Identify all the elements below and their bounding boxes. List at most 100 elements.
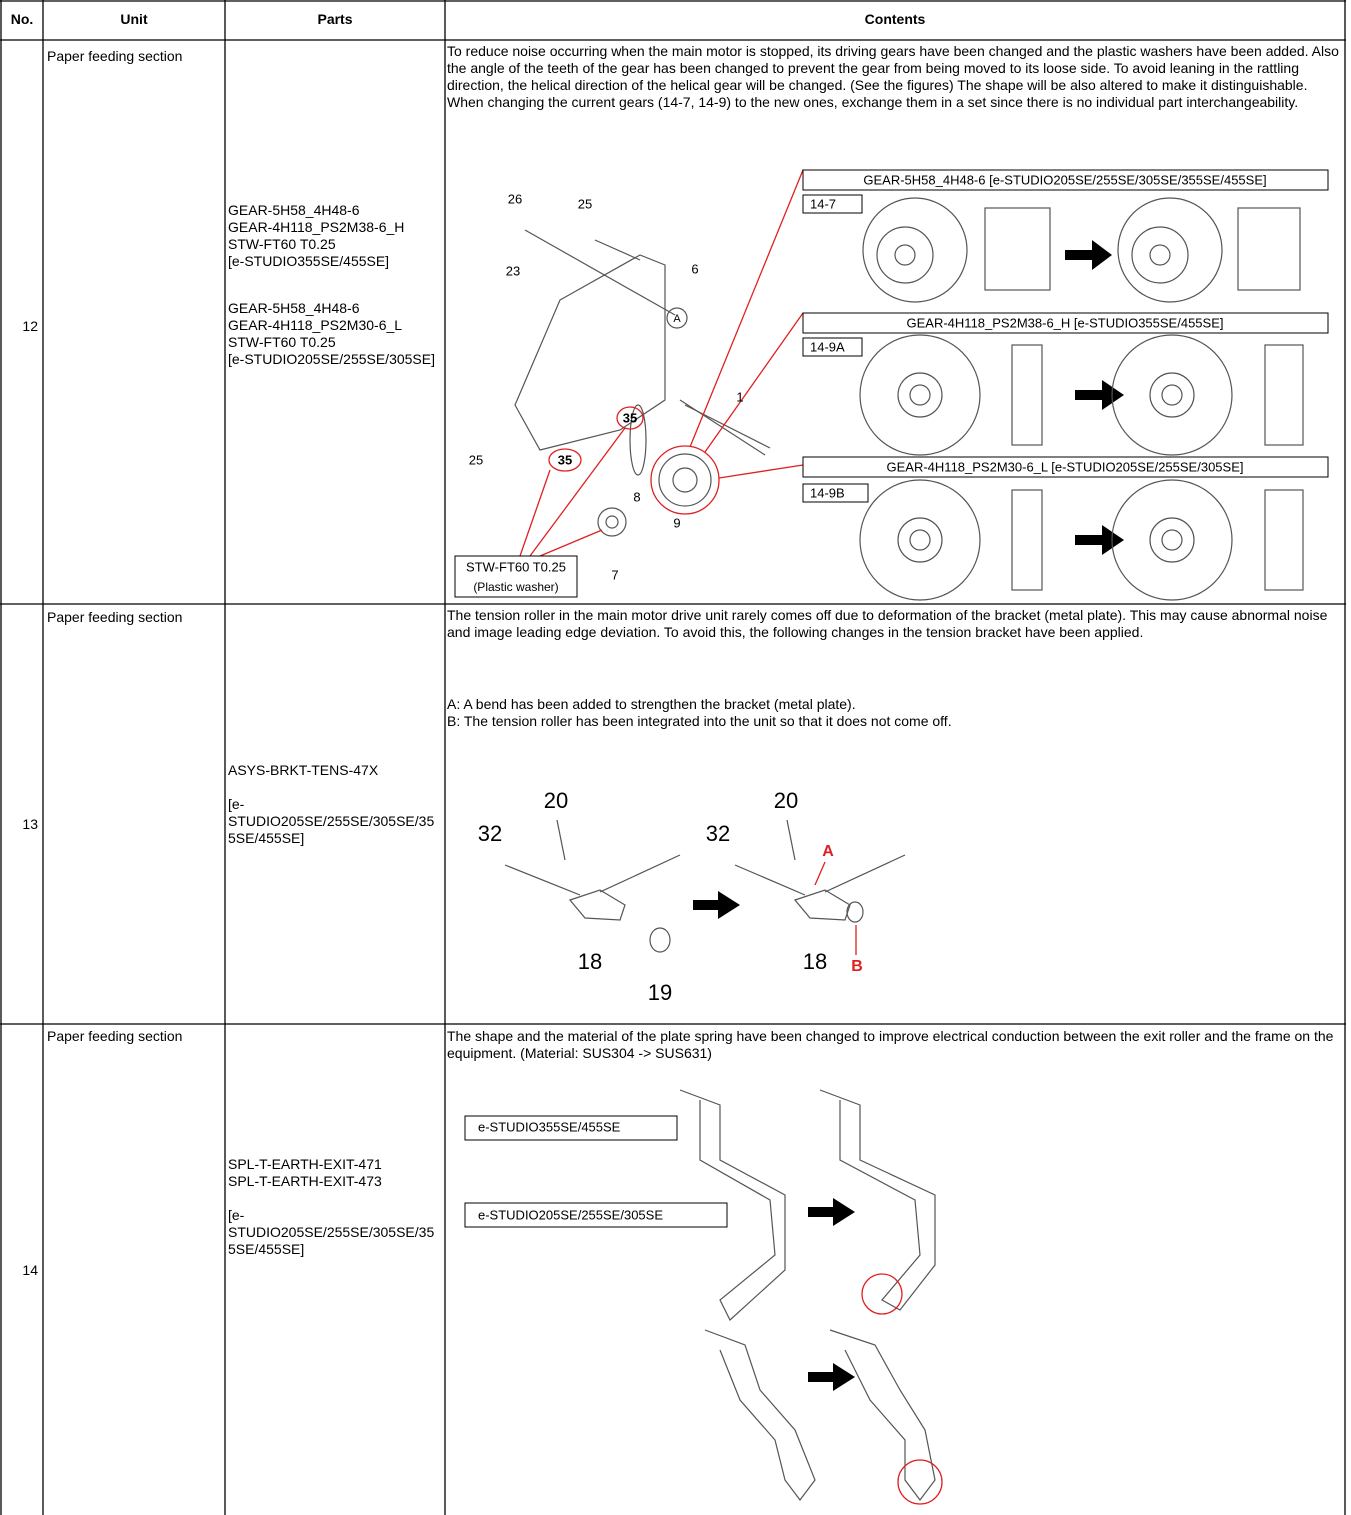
paragraph: The shape and the material of the plate … <box>447 1028 1334 1061</box>
callout-title: GEAR-5H58_4H48-6 [e-STUDIO205SE/255SE/30… <box>863 172 1266 187</box>
gear <box>909 529 931 551</box>
part: STW-FT60 T0.25 <box>228 236 336 252</box>
part-number: 19 <box>648 980 672 1005</box>
gear <box>897 372 943 418</box>
row-number: 13 <box>22 816 38 832</box>
parts: SPL-T-EARTH-EXIT-471 SPL-T-EARTH-EXIT-47… <box>228 1156 442 1258</box>
part: SPL-T-EARTH-EXIT-473 <box>228 1173 382 1189</box>
gear-side <box>1237 207 1301 291</box>
highlight <box>897 1459 943 1505</box>
part: [e-STUDIO355SE/455SE] <box>228 253 390 269</box>
marker-label: A <box>822 843 834 860</box>
header-cell: No. <box>10 11 34 27</box>
part-number: 23 <box>506 263 520 278</box>
gear-side <box>1011 489 1043 591</box>
part: SPL-T-EARTH-EXIT-471 <box>228 1156 382 1172</box>
gear <box>1111 334 1233 456</box>
plate-spring-figure: e-STUDIO205SE/255SE/305SE e-STUDIO355SE/… <box>464 1089 943 1505</box>
parts-group: SPL-T-EARTH-EXIT-471 SPL-T-EARTH-EXIT-47… <box>228 1156 442 1190</box>
marker-circle <box>666 307 688 329</box>
gear-9-hub <box>672 467 698 493</box>
paragraph: When changing the current gears (14-7, 1… <box>447 94 1299 110</box>
gear <box>1161 384 1183 406</box>
gear <box>1161 529 1183 551</box>
spring <box>679 1089 786 1321</box>
leader <box>704 312 804 453</box>
shaft <box>684 404 771 449</box>
gear <box>1111 479 1233 601</box>
highlight <box>650 445 720 515</box>
part: [e-STUDIO205SE/255SE/305SE/355SE/455SE] <box>228 796 435 846</box>
roller <box>846 901 864 923</box>
arrow <box>1075 525 1124 555</box>
part: GEAR-5H58_4H48-6 <box>228 202 360 218</box>
model-box <box>464 1115 678 1141</box>
paragraph: B: The tension roller has been integrate… <box>447 713 952 729</box>
tag-box <box>802 337 863 357</box>
part-number: 7 <box>611 567 618 582</box>
part: [e-STUDIO205SE/255SE/305SE] <box>228 351 435 367</box>
callout-tag: 14-7 <box>810 196 836 211</box>
contents: The tension roller in the main motor dri… <box>447 607 1345 730</box>
parts: ASYS-BRKT-TENS-47X [e-STUDIO205SE/255SE/… <box>228 762 442 847</box>
part-number: 35 <box>623 410 637 425</box>
callout-tag: 14-9B <box>810 485 845 500</box>
gear <box>894 244 916 266</box>
side-plate <box>514 254 666 451</box>
part-number: 18 <box>803 949 827 974</box>
paragraph: To reduce noise occurring when the main … <box>447 43 1339 93</box>
parts: GEAR-5H58_4H48-6 GEAR-4H118_PS2M38-6_H S… <box>228 202 442 368</box>
part: GEAR-4H118_PS2M30-6_L <box>228 317 403 333</box>
model-label: e-STUDIO205SE/255SE/305SE <box>478 1207 663 1222</box>
roller <box>649 927 671 953</box>
row-number: 12 <box>22 318 38 334</box>
gear <box>909 384 931 406</box>
part-number: 25 <box>578 196 592 211</box>
label-box <box>454 555 578 598</box>
gear-side <box>1264 489 1304 591</box>
pin <box>556 819 566 861</box>
gear-side <box>984 207 1051 291</box>
gear <box>1149 517 1195 563</box>
callout-box <box>802 312 1329 334</box>
highlight <box>861 1273 903 1315</box>
washer-label: STW-FT60 T0.25 <box>466 559 566 574</box>
part-number: 35 <box>558 452 572 467</box>
parts-group: [e-STUDIO205SE/255SE/305SE/355SE/455SE] <box>228 796 442 847</box>
gear <box>859 334 981 456</box>
arrow <box>693 891 740 919</box>
gear <box>1117 197 1223 303</box>
arrow <box>1075 380 1124 410</box>
header-cell: Unit <box>120 11 148 27</box>
part-number: 6 <box>691 261 698 276</box>
header-cell: Parts <box>317 11 353 27</box>
part-number: A <box>673 313 681 325</box>
gear-callouts: GEAR-5H58_4H48-6 [e-STUDIO205SE/255SE/30… <box>802 169 1329 601</box>
parts-group: GEAR-5H58_4H48-6 GEAR-4H118_PS2M30-6_L S… <box>228 300 442 368</box>
gear-9 <box>658 453 712 507</box>
part-number: 20 <box>544 788 568 813</box>
part-number: 18 <box>578 949 602 974</box>
part-number: 1 <box>736 389 743 404</box>
part: ASYS-BRKT-TENS-47X <box>228 762 379 778</box>
gear <box>1149 372 1195 418</box>
pin <box>786 819 796 861</box>
callout-tag: 14-9A <box>810 339 845 354</box>
model-label: e-STUDIO355SE/455SE <box>478 1119 621 1134</box>
washer-label: (Plastic washer) <box>473 580 558 594</box>
part-number: 20 <box>774 788 798 813</box>
part: [e-STUDIO205SE/255SE/305SE/355SE/455SE] <box>228 1207 435 1257</box>
part-number: 32 <box>706 821 730 846</box>
spring <box>704 1329 816 1501</box>
tension-bracket-figure: 20 32 18 19 20 32 A 18 B <box>478 788 906 1005</box>
arrow <box>1065 240 1112 270</box>
gear <box>1149 244 1171 266</box>
part-number: 26 <box>508 191 522 206</box>
marker-arrow <box>814 861 826 886</box>
bracket <box>568 889 626 921</box>
paragraph: The tension roller in the main motor dri… <box>447 607 1328 640</box>
leader <box>519 469 551 557</box>
gear <box>859 479 981 601</box>
unit: Paper feeding section <box>47 48 183 64</box>
